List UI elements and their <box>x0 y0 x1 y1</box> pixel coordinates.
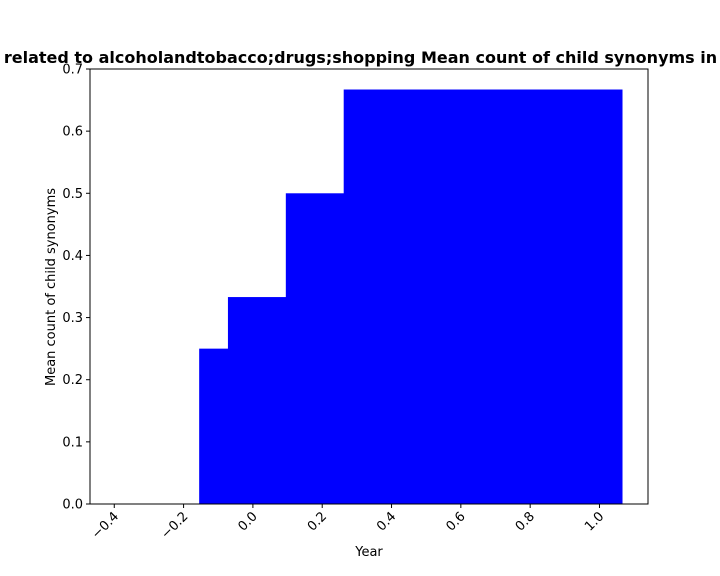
y-tick-label: 0.3 <box>62 311 83 326</box>
x-tick-label: 0.6 <box>443 509 468 534</box>
step-bar-2 <box>285 193 345 505</box>
y-tick-label: 0.4 <box>62 249 83 264</box>
y-tick-label: 0.0 <box>62 498 83 513</box>
y-tick-label: 0.6 <box>62 125 83 140</box>
y-tick-label: 0.1 <box>62 435 83 450</box>
y-axis-label: Mean count of child synonyms <box>44 188 59 386</box>
x-axis-label: Year <box>354 545 383 560</box>
y-tick-label: 0.7 <box>62 63 83 78</box>
step-bar-1 <box>227 297 287 504</box>
step-bar-0 <box>199 348 229 504</box>
plot-frame <box>89 68 649 505</box>
x-axis: −0.4 −0.2 0.0 0.2 0.4 0.6 0.8 1.0 <box>89 504 607 542</box>
x-tick-label: 0.2 <box>305 509 330 534</box>
y-tick-label: 0.5 <box>62 187 83 202</box>
chart-bars <box>199 89 623 505</box>
x-tick-label: −0.4 <box>89 509 122 542</box>
x-tick-label: 0.4 <box>374 509 399 534</box>
x-tick-label: −0.2 <box>158 509 191 542</box>
step-bar-3 <box>343 89 623 504</box>
chart-title: related to alcoholandtobacco;drugs;shopp… <box>4 48 720 67</box>
y-tick-label: 0.2 <box>62 373 83 388</box>
x-tick-label: 0.0 <box>235 509 260 534</box>
x-tick-label: 0.8 <box>513 509 538 534</box>
y-axis: 0.0 0.1 0.2 0.3 0.4 0.5 0.6 0.7 <box>62 63 90 513</box>
x-tick-label: 1.0 <box>582 509 607 534</box>
